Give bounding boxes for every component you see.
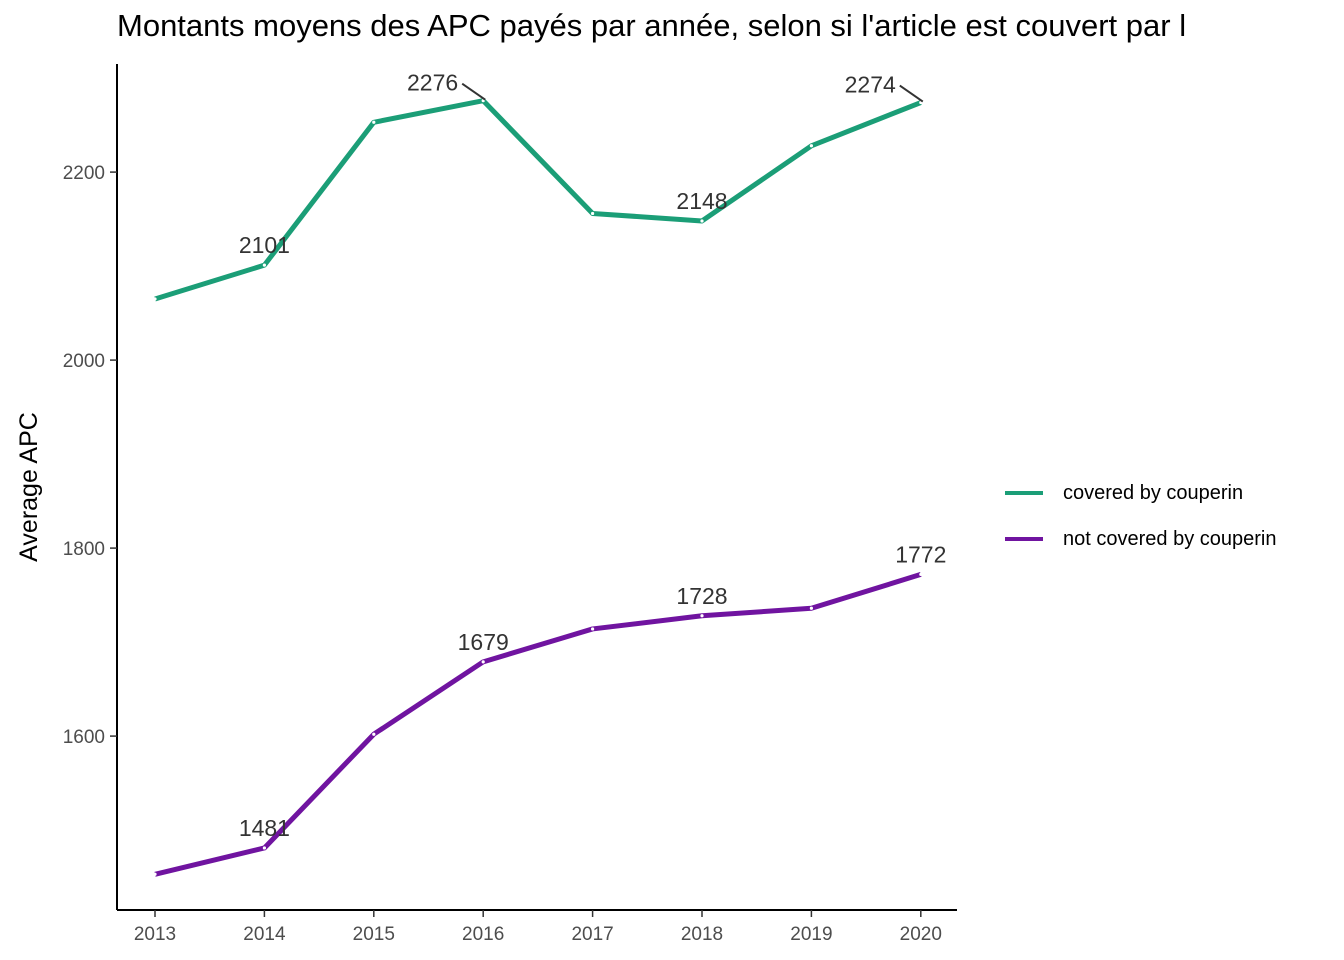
legend-item-covered: covered by couperin bbox=[1005, 470, 1276, 516]
data-point bbox=[919, 572, 923, 577]
y-tick-label: 1800 bbox=[63, 539, 105, 560]
legend: covered by couperin not covered by coupe… bbox=[1005, 470, 1276, 562]
x-tick-label: 2018 bbox=[681, 924, 723, 945]
x-tick-label: 2020 bbox=[900, 924, 942, 945]
data-point bbox=[481, 660, 485, 664]
x-tick-label: 2014 bbox=[243, 924, 286, 945]
data-label: 1728 bbox=[676, 583, 727, 609]
data-point bbox=[700, 219, 704, 223]
x-tick-label: 2015 bbox=[353, 924, 395, 945]
x-tick-label: 2017 bbox=[571, 924, 613, 945]
data-label: 2276 bbox=[407, 70, 458, 96]
y-tick-label: 2000 bbox=[63, 351, 105, 372]
data-point bbox=[153, 872, 157, 876]
data-point bbox=[591, 627, 595, 631]
legend-key-covered bbox=[1005, 491, 1043, 495]
data-point bbox=[262, 846, 266, 850]
data-point bbox=[809, 144, 814, 148]
data-labels: 2101 2276 2148 2274 1481 1679 1728 1772 bbox=[239, 70, 947, 841]
label-leader bbox=[899, 84, 924, 103]
data-point bbox=[262, 263, 266, 267]
data-label: 1481 bbox=[239, 815, 290, 841]
x-tick-label: 2013 bbox=[134, 924, 176, 945]
legend-item-not-covered: not covered by couperin bbox=[1005, 516, 1276, 562]
data-point bbox=[372, 120, 376, 124]
y-tick-label: 2200 bbox=[63, 163, 105, 184]
data-label: 2101 bbox=[239, 232, 290, 258]
data-point bbox=[809, 606, 814, 610]
series-line-1 bbox=[154, 572, 922, 877]
legend-label-not-covered: not covered by couperin bbox=[1063, 527, 1277, 550]
axes: 1600 1800 2000 2200 2013 2014 2015 2016 2017 2018… bbox=[15, 64, 957, 945]
legend-label-covered: covered by couperin bbox=[1063, 481, 1244, 504]
data-label: 1772 bbox=[895, 541, 946, 567]
series-line-0 bbox=[154, 98, 922, 302]
data-label: 2274 bbox=[845, 72, 896, 98]
data-point bbox=[153, 297, 157, 301]
y-tick-label: 1600 bbox=[63, 727, 105, 748]
series-layer bbox=[153, 98, 923, 877]
y-axis-title: Average APC bbox=[15, 412, 43, 562]
data-point bbox=[372, 732, 376, 736]
data-label: 2148 bbox=[676, 188, 727, 214]
x-tick-label: 2016 bbox=[462, 924, 504, 945]
data-label: 1679 bbox=[458, 629, 509, 655]
x-tick-label: 2019 bbox=[790, 924, 832, 945]
data-point bbox=[591, 211, 595, 216]
chart-title: Montants moyens des APC payés par année,… bbox=[117, 8, 1187, 43]
data-point bbox=[700, 614, 704, 618]
legend-key-not-covered bbox=[1005, 537, 1043, 541]
label-leader bbox=[461, 82, 486, 101]
